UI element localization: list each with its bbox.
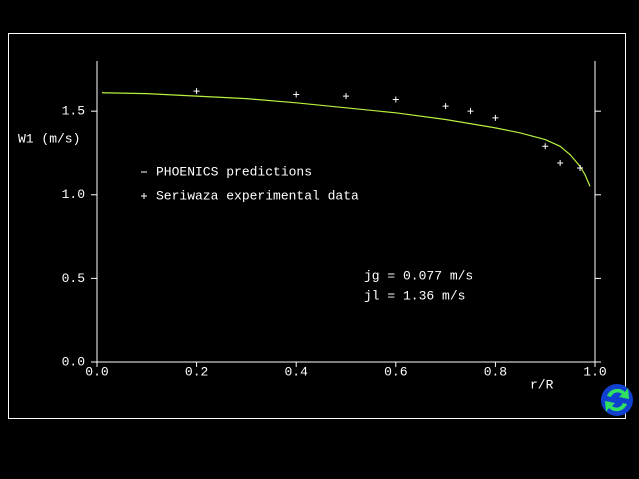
data-point: [392, 96, 399, 103]
logo-circle: [601, 384, 633, 416]
data-point: [557, 160, 564, 167]
data-point: [343, 93, 349, 100]
y-axis-label: W1 (m/s): [18, 131, 80, 146]
data-point: [542, 143, 549, 150]
y-tick-label: 1.0: [62, 187, 85, 202]
data-point: [467, 108, 474, 115]
legend-label: Seriwaza experimental data: [156, 188, 359, 203]
annotation: jg = 0.077 m/s: [364, 268, 473, 283]
x-axis-label: r/R: [530, 377, 554, 392]
logo: [601, 384, 633, 416]
data-point: [442, 103, 449, 110]
x-tick-label: 0.2: [185, 364, 208, 379]
x-tick-label: 1.0: [583, 364, 606, 379]
data-point: [492, 114, 499, 121]
data-point: [577, 165, 584, 172]
y-tick-label: 0.5: [62, 271, 85, 286]
x-tick-label: 0.6: [384, 364, 407, 379]
logo-arrow: [607, 388, 629, 399]
x-tick-label: 0.4: [284, 364, 308, 379]
frame: [8, 33, 626, 419]
data-point: [293, 91, 300, 98]
logo-arrow: [605, 401, 627, 412]
annotation: jl = 1.36 m/s: [364, 288, 465, 303]
y-tick-label: 0.0: [62, 354, 85, 369]
data-point: [193, 88, 200, 95]
x-tick-label: 0.0: [85, 364, 108, 379]
y-tick-label: 1.5: [62, 104, 85, 119]
line-series: [101, 92, 591, 187]
x-tick-label: 0.8: [484, 364, 507, 379]
legend-key: [141, 193, 147, 199]
legend-label: PHOENICS predictions: [156, 164, 312, 179]
